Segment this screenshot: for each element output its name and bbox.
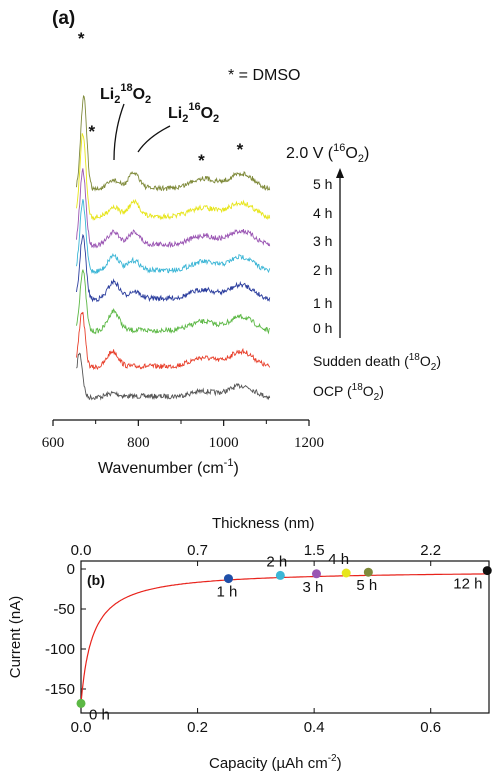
y-tick-label: -100 bbox=[45, 641, 75, 658]
series-label: 1 h bbox=[313, 295, 332, 311]
y-tick-label: -50 bbox=[53, 601, 75, 618]
spectrum-trace bbox=[76, 311, 271, 371]
time-point-marker bbox=[482, 566, 492, 576]
time-arrow-head bbox=[336, 168, 344, 178]
spectra-x-ticks: 600 800 1000 1200 bbox=[42, 420, 324, 451]
y-tick-label: 0 bbox=[67, 561, 75, 578]
x-tick-label: 0.2 bbox=[187, 719, 208, 736]
current-axes: 0.0 0.2 0.4 0.6 0 -50 -100 -150 0.0 0.7 1.5 2.2 bbox=[45, 542, 441, 736]
dmso-star: * bbox=[89, 122, 96, 141]
spectra-traces bbox=[76, 95, 271, 401]
panel-a: (a) * = DMSO * * * * Li218O2 Li216O2 2.0 V … bbox=[42, 8, 441, 477]
top-tick-label: 0.7 bbox=[187, 542, 208, 559]
current-curve bbox=[80, 573, 488, 703]
x-tick-label: 0.4 bbox=[304, 719, 325, 736]
plot-frame bbox=[80, 560, 490, 714]
top-tick-label: 2.2 bbox=[420, 542, 441, 559]
spectrum-trace bbox=[76, 133, 271, 221]
voltage-label: 2.0 V (16O2) bbox=[286, 142, 369, 165]
time-point-marker bbox=[311, 569, 321, 579]
panel-b: Thickness (nm) (b) 0.0 0.2 0.4 0.6 0 -50 -100 -… bbox=[7, 515, 492, 772]
series-label: Sudden death (18O2) bbox=[313, 352, 441, 373]
top-tick-label: 0.0 bbox=[71, 542, 92, 559]
spectrum-trace bbox=[76, 352, 271, 401]
time-point-label: 0 h bbox=[89, 706, 110, 723]
x-tick-label: 0.6 bbox=[420, 719, 441, 736]
dmso-star: * bbox=[198, 151, 205, 170]
series-label: OCP (18O2) bbox=[313, 382, 384, 403]
spectrum-trace bbox=[76, 168, 271, 249]
spectra-x-axis-label: Wavenumber (cm-1) bbox=[98, 457, 239, 477]
time-points: 0 h 1 h 2 h 3 h 4 h 5 h 12 h bbox=[76, 551, 492, 723]
dmso-star: * bbox=[78, 29, 85, 48]
series-label: 2 h bbox=[313, 262, 332, 278]
time-point-marker bbox=[363, 567, 373, 577]
time-point-label: 12 h bbox=[453, 576, 482, 593]
li2-16o2-annotation: Li216O2 bbox=[168, 101, 219, 125]
y-tick-label: -150 bbox=[45, 681, 75, 698]
series-label: 3 h bbox=[313, 233, 332, 249]
x-tick-label: 1000 bbox=[209, 435, 239, 451]
x-tick-label: 600 bbox=[42, 435, 65, 451]
spectrum-trace bbox=[76, 233, 271, 303]
time-point-marker bbox=[341, 568, 351, 578]
top-tick-label: 1.5 bbox=[304, 542, 325, 559]
time-point-label: 3 h bbox=[302, 579, 323, 596]
li2-18o2-annotation: Li218O2 bbox=[100, 82, 151, 106]
current-y-axis-label: Current (nA) bbox=[7, 596, 24, 679]
series-labels: OCP (18O2) Sudden death (18O2) 0 h 1 h 2 h 3 … bbox=[313, 176, 441, 403]
panel-a-label: (a) bbox=[52, 8, 75, 29]
series-label: 0 h bbox=[313, 320, 332, 336]
spectrum-trace bbox=[76, 95, 271, 192]
panel-b-label: (b) bbox=[87, 572, 105, 588]
time-point-marker bbox=[76, 698, 86, 708]
spectrum-trace bbox=[76, 199, 271, 275]
li2-18o2-pointer bbox=[113, 103, 125, 161]
dmso-star: * bbox=[237, 140, 244, 159]
time-point-label: 2 h bbox=[266, 553, 287, 570]
time-point-label: 4 h bbox=[328, 551, 349, 568]
series-label: 5 h bbox=[313, 176, 332, 192]
capacity-x-axis-label: Capacity (µAh cm-2) bbox=[209, 753, 342, 772]
time-point-label: 5 h bbox=[356, 577, 377, 594]
x-tick-label: 800 bbox=[127, 435, 150, 451]
time-point-marker bbox=[275, 570, 285, 580]
dmso-peak-markers: * * * * bbox=[78, 29, 244, 170]
top-axis-label: Thickness (nm) bbox=[212, 515, 315, 532]
time-point-marker bbox=[223, 574, 233, 584]
li2-16o2-pointer bbox=[137, 125, 171, 153]
x-tick-label: 1200 bbox=[294, 435, 324, 451]
series-label: 4 h bbox=[313, 205, 332, 221]
x-tick-label: 0.0 bbox=[71, 719, 92, 736]
time-point-label: 1 h bbox=[216, 584, 237, 601]
dmso-legend-note: * = DMSO bbox=[228, 67, 300, 84]
spectrum-trace bbox=[76, 269, 271, 335]
